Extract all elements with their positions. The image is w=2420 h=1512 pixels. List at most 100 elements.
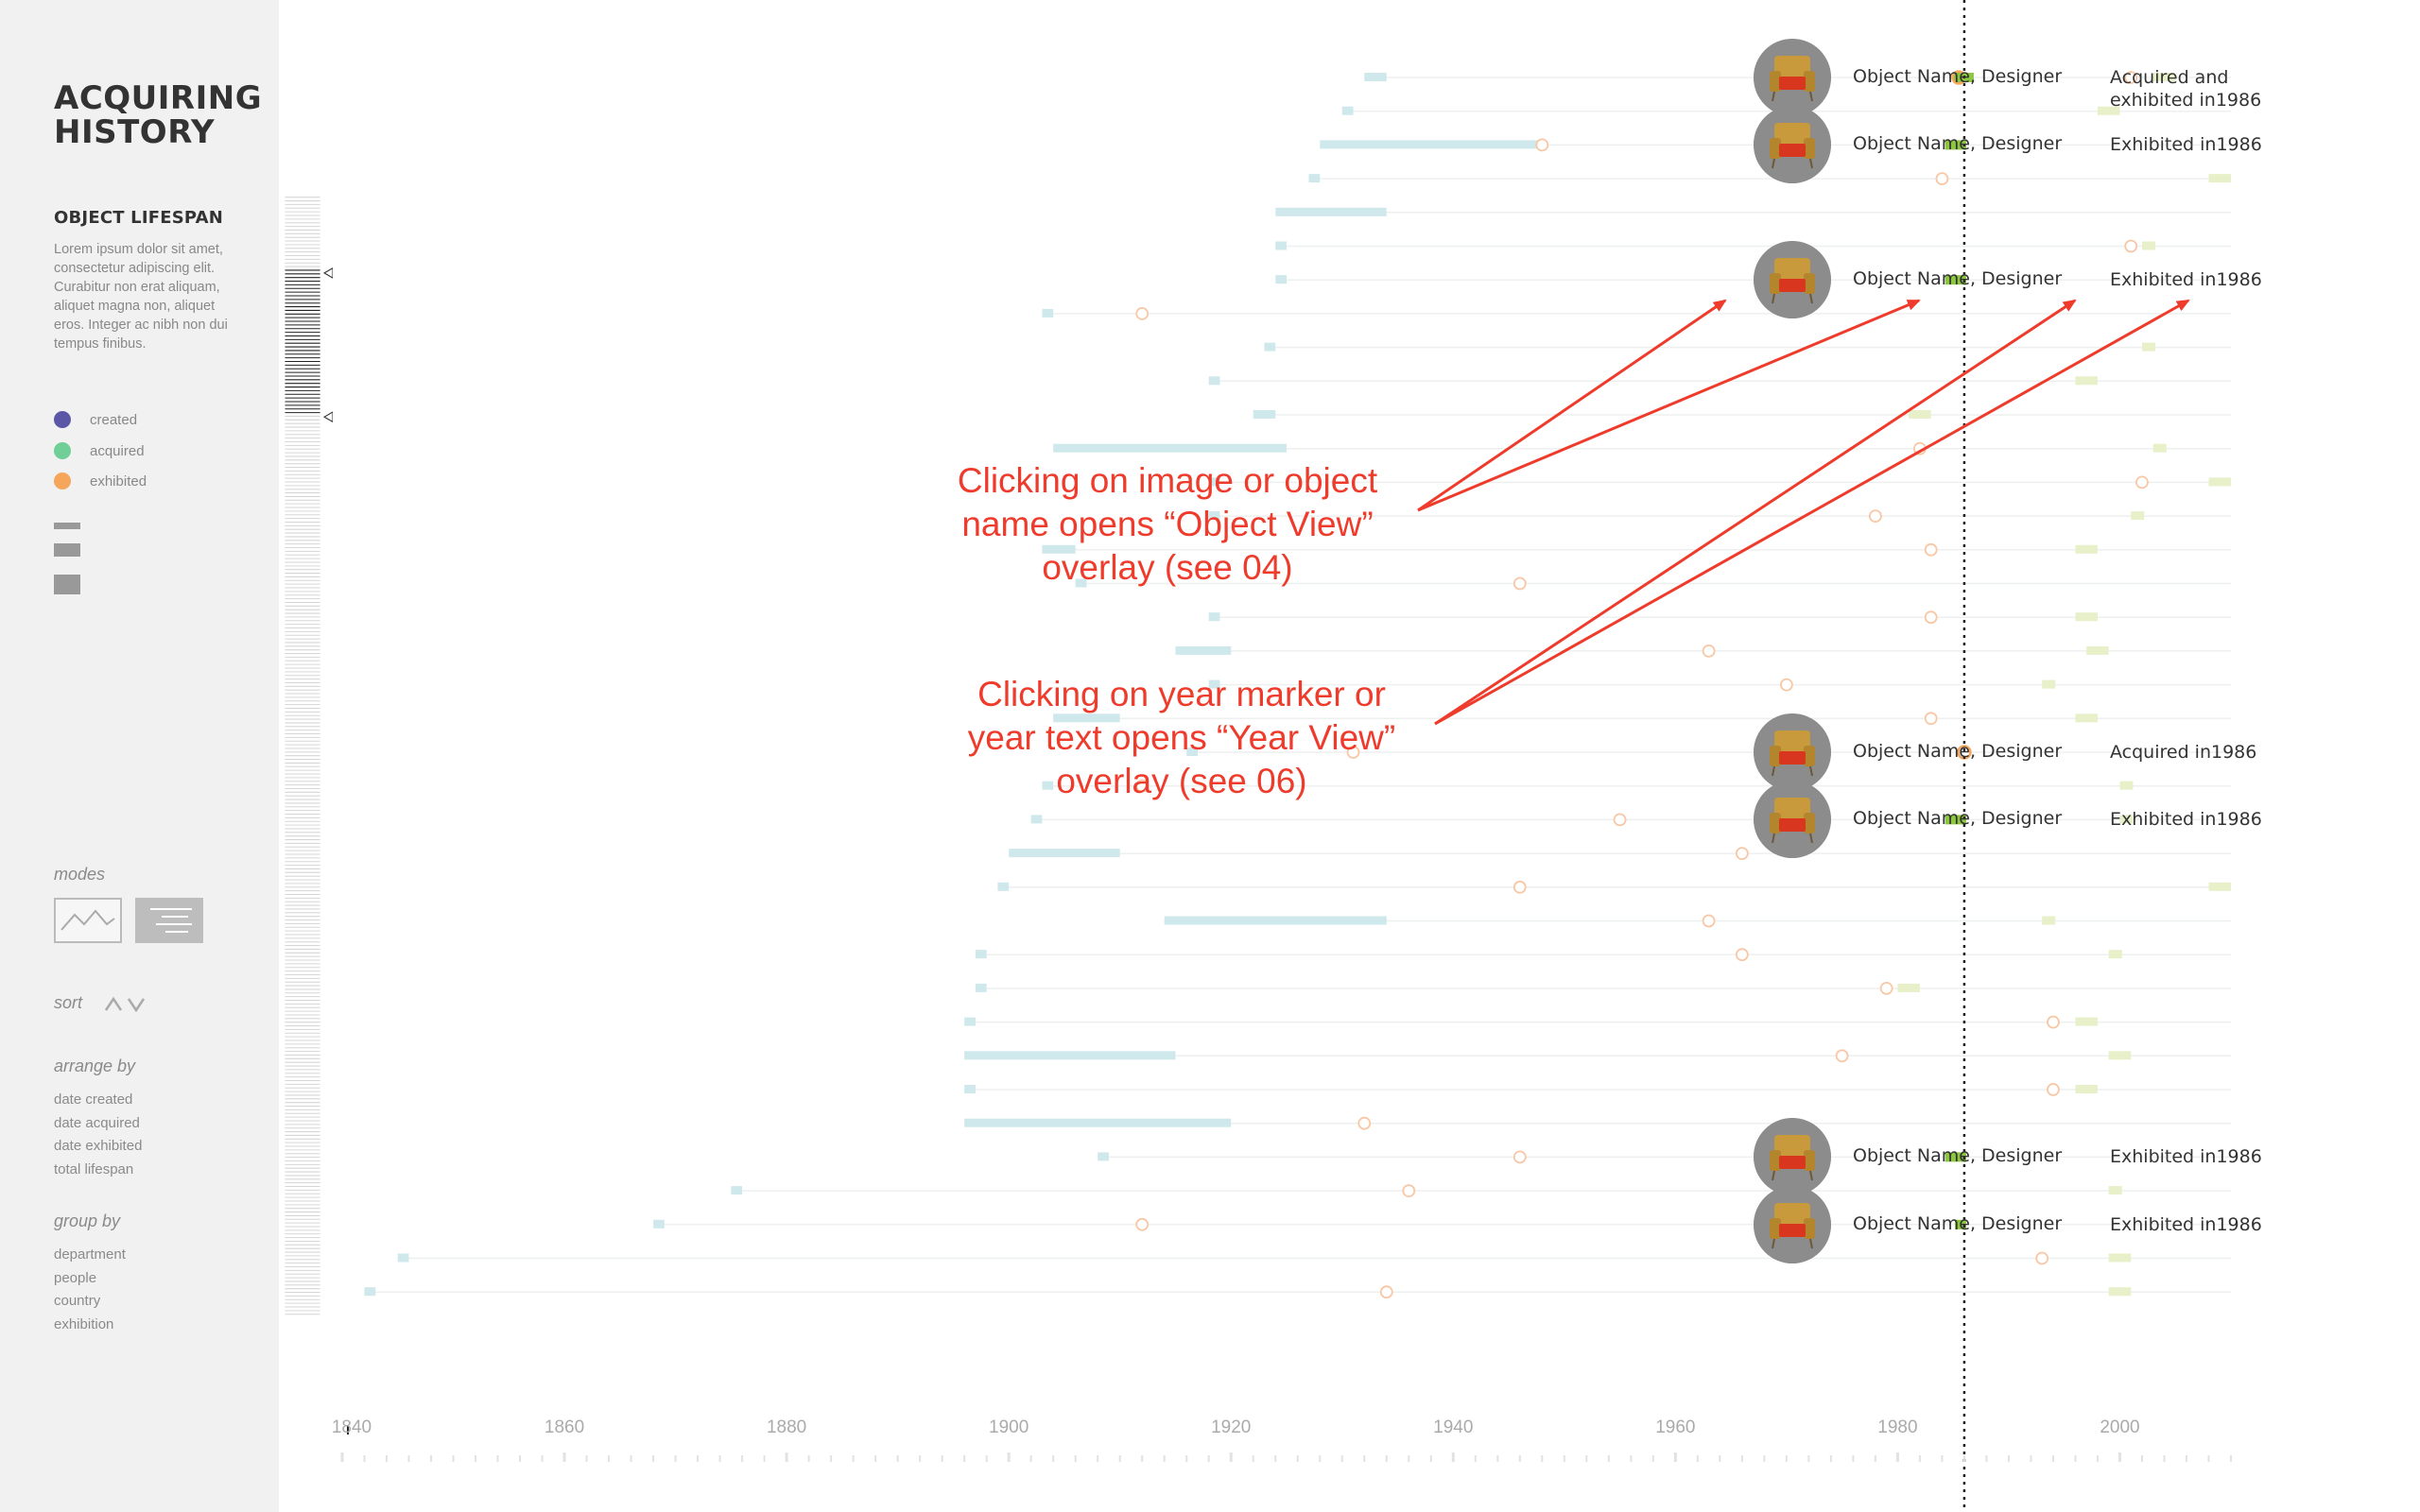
year-status-link[interactable]: Exhibited in1986	[2110, 269, 2262, 291]
created-bar[interactable]	[1042, 781, 1054, 790]
exhibited-marker[interactable]	[1924, 712, 1938, 726]
group-option[interactable]: people	[54, 1270, 97, 1286]
acquired-bar[interactable]	[2152, 443, 2167, 453]
acquired-bar[interactable]	[2108, 950, 2122, 959]
exhibited-marker[interactable]	[2124, 71, 2138, 84]
object-name-link[interactable]: Object Name, Designer	[1853, 808, 2063, 830]
timeline-row[interactable]	[1053, 441, 2231, 455]
created-bar[interactable]	[364, 1287, 376, 1297]
timeline-row[interactable]	[1009, 847, 2231, 860]
exhibited-marker[interactable]	[2047, 1083, 2060, 1096]
created-bar[interactable]	[1208, 477, 1220, 487]
bar-size-small-icon[interactable]	[54, 523, 80, 529]
year-status-link[interactable]: Exhibited in1986	[2110, 809, 2262, 831]
exhibited-marker[interactable]	[1512, 576, 1527, 591]
axis-year-label[interactable]: 1980	[1877, 1418, 1918, 1437]
timeline-row[interactable]	[1164, 914, 2231, 928]
exhibited-marker[interactable]	[1702, 914, 1716, 928]
timeline-row[interactable]	[1208, 475, 2231, 490]
created-bar[interactable]	[1030, 815, 1043, 824]
acquired-bar[interactable]	[2108, 1186, 2122, 1195]
acquired-bar[interactable]	[2152, 73, 2176, 81]
exhibited-marker[interactable]	[1702, 644, 1716, 658]
timeline-row[interactable]	[1275, 275, 2231, 285]
timeline-row[interactable]	[1098, 1150, 2231, 1164]
scroll-handle-icon[interactable]	[322, 411, 333, 423]
exhibited-marker[interactable]	[1512, 880, 1527, 894]
acquired-bar[interactable]	[2141, 241, 2155, 250]
timeline-row[interactable]	[1264, 342, 2231, 352]
exhibited-marker[interactable]	[1135, 306, 1150, 320]
acquired-bar[interactable]	[2075, 376, 2098, 386]
timeline-row[interactable]	[997, 880, 2231, 894]
arrange-option[interactable]: date acquired	[54, 1115, 140, 1131]
exhibited-marker[interactable]	[1869, 509, 1882, 523]
created-bar[interactable]	[1164, 916, 1387, 925]
created-bar[interactable]	[1275, 241, 1287, 250]
created-bar[interactable]	[1208, 679, 1220, 689]
acquired-bar[interactable]	[2075, 1017, 2098, 1026]
group-option[interactable]: country	[54, 1293, 101, 1309]
year-marker[interactable]	[1945, 1152, 1966, 1162]
acquired-bar[interactable]	[2075, 612, 2098, 622]
year-marker[interactable]	[1945, 275, 1966, 285]
created-bar[interactable]	[1053, 713, 1120, 723]
created-bar[interactable]	[1320, 140, 1543, 149]
year-marker[interactable]	[1945, 815, 1966, 825]
timeline-row[interactable]	[1308, 172, 2231, 186]
group-option[interactable]: department	[54, 1246, 126, 1263]
timeline-row[interactable]	[1042, 542, 2231, 557]
timeline-row[interactable]	[1042, 779, 2231, 793]
exhibited-marker[interactable]	[1735, 847, 1749, 860]
exhibited-marker[interactable]	[1135, 1217, 1150, 1231]
exhibited-marker[interactable]	[2135, 475, 2149, 490]
axis-year-label[interactable]: 1960	[1655, 1418, 1696, 1437]
exhibited-marker[interactable]	[1879, 982, 1893, 995]
year-status-link[interactable]: Acquired and exhibited in1986	[2110, 67, 2262, 111]
created-bar[interactable]	[964, 1051, 1176, 1060]
axis-year-label[interactable]: 1860	[544, 1418, 585, 1437]
axis-year-label[interactable]: 2000	[2100, 1418, 2140, 1437]
timeline-row[interactable]	[1208, 509, 2231, 523]
exhibited-marker[interactable]	[1346, 746, 1360, 759]
created-bar[interactable]	[975, 983, 987, 992]
overview-scrollbar[interactable]	[284, 0, 333, 1512]
object-thumbnail[interactable]	[1754, 781, 1831, 859]
created-bar[interactable]	[964, 1085, 976, 1093]
object-name-link[interactable]: Object Name, Designer	[1853, 66, 2063, 87]
object-thumbnail[interactable]	[1754, 1185, 1831, 1263]
created-bar[interactable]	[975, 950, 987, 959]
year-marker-bar[interactable]	[1962, 73, 1974, 82]
year-status-link[interactable]: Exhibited in1986	[2110, 1213, 2262, 1235]
timeline-row[interactable]	[964, 1049, 2231, 1063]
object-name-link[interactable]: Object Name, Designer	[1853, 1145, 2063, 1167]
created-bar[interactable]	[1308, 174, 1321, 183]
acquired-bar[interactable]	[2208, 882, 2231, 891]
timeline-row[interactable]	[1075, 576, 2231, 591]
created-bar[interactable]	[653, 1219, 665, 1228]
timeline-row[interactable]	[1030, 813, 2231, 827]
axis-year-label[interactable]: 1920	[1211, 1418, 1252, 1437]
axis-year-label[interactable]: 1900	[989, 1418, 1029, 1437]
created-bar[interactable]	[1098, 1152, 1109, 1161]
timeline-row[interactable]	[1053, 712, 2231, 726]
created-bar[interactable]	[1186, 747, 1198, 756]
created-bar[interactable]	[397, 1253, 409, 1263]
created-bar[interactable]	[1264, 342, 1276, 352]
arrange-option[interactable]: date created	[54, 1091, 133, 1108]
acquired-bar[interactable]	[2086, 645, 2109, 655]
timeline-row[interactable]	[397, 1251, 2231, 1265]
object-thumbnail[interactable]	[1754, 713, 1831, 791]
acquired-bar[interactable]	[2108, 1051, 2132, 1060]
arrange-option[interactable]: date exhibited	[54, 1138, 143, 1154]
timeline-row[interactable]	[653, 1217, 2231, 1231]
object-thumbnail[interactable]	[1754, 1118, 1831, 1196]
timeline-row[interactable]	[964, 1116, 2231, 1130]
created-bar[interactable]	[1075, 578, 1087, 588]
created-bar[interactable]	[1208, 376, 1220, 386]
timeline-row[interactable]	[1186, 745, 2231, 760]
timeline-row[interactable]	[1042, 306, 2231, 320]
exhibited-marker[interactable]	[1935, 172, 1949, 186]
exhibited-marker[interactable]	[1402, 1184, 1416, 1197]
bar-size-large-icon[interactable]	[54, 575, 80, 594]
